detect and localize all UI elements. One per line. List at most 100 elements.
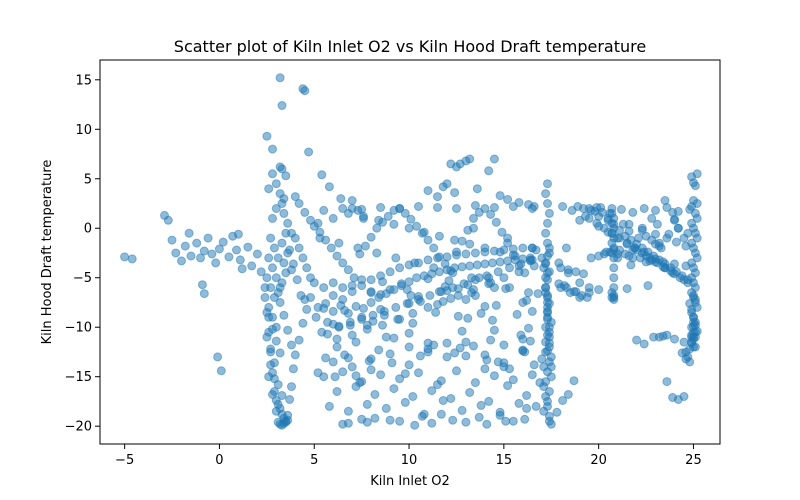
data-point: [469, 223, 478, 233]
data-point: [452, 204, 461, 213]
data-point: [306, 293, 315, 302]
data-point: [273, 380, 283, 390]
data-point: [404, 328, 414, 338]
data-point: [400, 397, 410, 407]
data-point: [283, 218, 293, 228]
data-point: [616, 204, 626, 214]
data-point: [389, 219, 399, 229]
data-point: [660, 196, 670, 205]
data-point: [414, 202, 423, 211]
data-point: [167, 235, 177, 245]
data-point: [518, 334, 528, 344]
data-point: [452, 250, 461, 260]
data-point: [275, 298, 285, 307]
data-point: [389, 333, 399, 343]
data-point: [543, 251, 552, 261]
data-point: [645, 256, 655, 266]
data-point: [522, 403, 532, 413]
data-point: [499, 340, 509, 350]
data-point: [332, 334, 342, 344]
data-point: [505, 263, 514, 273]
data-point: [300, 86, 310, 96]
data-point: [438, 396, 448, 405]
data-point: [408, 308, 418, 318]
data-point: [594, 221, 604, 231]
x-tick-label: 10: [401, 453, 418, 468]
data-point: [319, 283, 329, 293]
data-point: [330, 372, 340, 382]
data-point: [527, 370, 537, 380]
data-point: [391, 253, 401, 263]
data-point: [279, 310, 289, 320]
data-point: [294, 243, 304, 253]
data-point: [450, 188, 460, 198]
data-point: [271, 179, 281, 189]
data-point: [647, 213, 657, 223]
data-point: [285, 245, 295, 255]
data-point: [518, 298, 528, 307]
data-point: [469, 341, 478, 351]
data-point: [544, 243, 554, 253]
data-point: [404, 277, 414, 287]
data-point: [213, 352, 223, 362]
data-point: [512, 309, 522, 319]
data-point: [493, 357, 503, 367]
data-point: [328, 306, 338, 316]
data-point: [543, 306, 552, 316]
data-point: [442, 352, 452, 362]
data-point: [628, 207, 638, 217]
data-point: [197, 280, 207, 290]
data-point: [520, 347, 530, 357]
data-point: [681, 354, 691, 364]
data-point: [662, 377, 672, 387]
data-point: [603, 215, 613, 225]
data-point: [480, 259, 490, 269]
data-point: [541, 283, 551, 293]
data-point: [470, 291, 480, 300]
chart-title: Scatter plot of Kiln Inlet O2 vs Kiln Ho…: [174, 37, 646, 56]
data-point: [465, 239, 475, 249]
data-point: [689, 321, 698, 331]
data-point: [544, 338, 554, 348]
data-point: [395, 314, 405, 324]
data-point: [450, 348, 460, 358]
data-point: [374, 345, 384, 355]
y-tick-label: 15: [75, 73, 92, 88]
data-point: [376, 203, 386, 212]
data-point: [429, 243, 439, 253]
data-point: [525, 255, 535, 265]
data-point: [360, 241, 370, 251]
data-point: [177, 256, 186, 266]
data-point: [281, 417, 291, 427]
data-point: [304, 147, 314, 157]
data-point: [268, 169, 277, 179]
x-tick-label: 0: [215, 453, 223, 468]
data-point: [313, 368, 323, 378]
data-point: [543, 275, 552, 285]
data-point: [292, 275, 302, 285]
data-point: [275, 73, 285, 83]
y-tick-label: −20: [65, 420, 92, 435]
data-point: [326, 243, 336, 253]
data-point: [287, 340, 296, 350]
data-point: [328, 213, 338, 223]
data-point: [692, 233, 702, 243]
data-point: [465, 388, 475, 397]
data-point: [673, 223, 683, 233]
data-point: [448, 415, 458, 425]
data-point: [541, 259, 551, 269]
data-point: [414, 368, 423, 378]
data-point: [370, 390, 380, 399]
data-point: [488, 258, 497, 268]
data-point: [529, 202, 539, 211]
data-point: [268, 263, 277, 273]
data-point: [275, 348, 285, 358]
data-point: [584, 288, 594, 298]
data-point: [351, 337, 361, 347]
data-point: [461, 351, 471, 361]
data-point: [406, 214, 416, 224]
data-point: [571, 287, 581, 297]
data-point: [277, 391, 287, 400]
data-point: [558, 396, 568, 405]
